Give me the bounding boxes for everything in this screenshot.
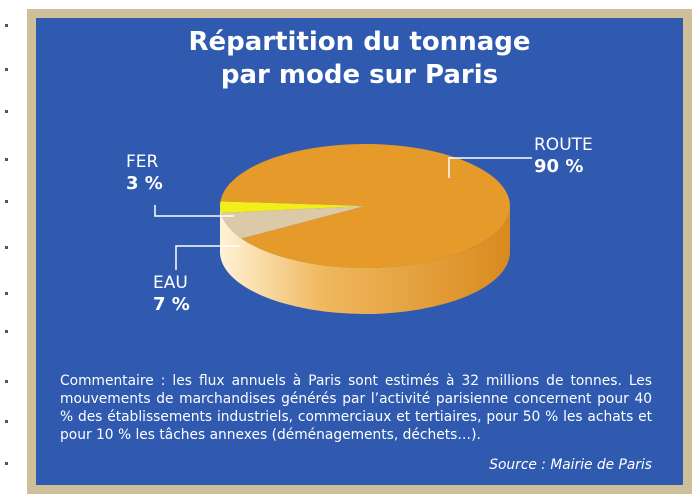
label-route: ROUTE 90 % (534, 134, 593, 178)
chart-title-line-2: par mode sur Paris (220, 60, 499, 90)
pie-slice-fer (220, 201, 365, 213)
label-fer: FER 3 % (126, 151, 163, 195)
pie-slice-route (220, 143, 511, 268)
chart-source: Source : Mairie de Paris (489, 457, 652, 473)
chart-title: Répartition du tonnage par mode sur Pari… (36, 26, 683, 92)
chart-title-line-1: Répartition du tonnage (188, 27, 531, 57)
leader-line-route (448, 157, 532, 178)
label-eau-name: EAU (153, 273, 188, 293)
label-eau: EAU 7 % (153, 272, 190, 316)
label-fer-value: 3 % (126, 173, 163, 194)
label-fer-name: FER (126, 152, 159, 172)
leader-line-fer (154, 205, 234, 217)
edge-marks (2, 10, 10, 490)
label-route-name: ROUTE (534, 135, 593, 155)
pie-slice-eau (220, 206, 365, 239)
label-route-value: 90 % (534, 156, 584, 177)
chart-comment: Commentaire : les flux annuels à Paris s… (60, 373, 652, 443)
pie-side-wall (220, 206, 510, 314)
leader-line-eau (175, 245, 240, 270)
label-eau-value: 7 % (153, 294, 190, 315)
